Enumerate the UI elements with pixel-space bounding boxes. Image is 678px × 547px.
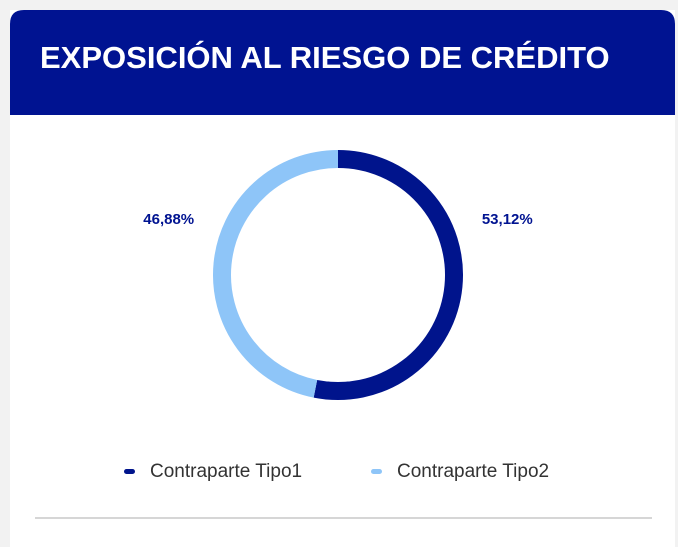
legend-label: Contraparte Tipo2 [397,461,549,482]
legend-marker [371,469,382,474]
chart-title: EXPOSICIÓN AL RIESGO DE CRÉDITO [40,39,610,75]
legend-marker [124,469,135,474]
value-label: 46,88% [143,211,194,228]
value-label: 53,12% [482,211,533,228]
legend-label: Contraparte Tipo1 [150,461,302,482]
donut-slice [313,150,463,400]
header [10,10,675,115]
donut-slice [213,150,339,398]
